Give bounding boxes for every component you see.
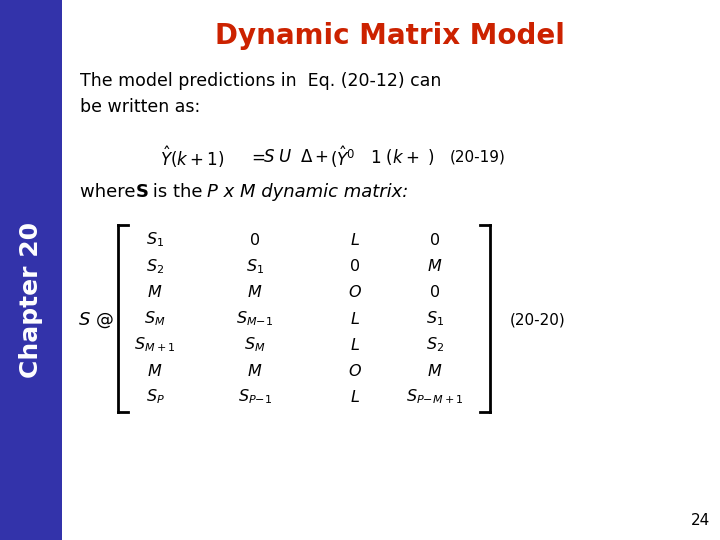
Text: $S_2$: $S_2$ [146, 257, 164, 275]
Text: $S_{M\mathit{-}1}$: $S_{M\mathit{-}1}$ [236, 309, 274, 328]
Text: $\Delta +$: $\Delta +$ [300, 148, 329, 166]
Text: $L$: $L$ [350, 389, 360, 405]
Text: $L$: $L$ [350, 310, 360, 327]
Text: $L$: $L$ [350, 232, 360, 248]
Text: $S_{M+1}$: $S_{M+1}$ [134, 335, 176, 354]
Text: (20-20): (20-20) [510, 313, 566, 327]
Text: $S_1$: $S_1$ [426, 309, 444, 328]
Text: (20-19): (20-19) [450, 150, 506, 165]
Text: $S_{P\mathit{-}M+1}$: $S_{P\mathit{-}M+1}$ [406, 388, 464, 406]
Text: $S$: $S$ [263, 148, 275, 166]
Text: $O$: $O$ [348, 285, 362, 300]
Text: P x M dynamic matrix:: P x M dynamic matrix: [207, 183, 408, 201]
Text: $S_1$: $S_1$ [246, 257, 264, 275]
Text: $M$: $M$ [148, 285, 163, 300]
Text: S: S [136, 183, 149, 201]
Text: $S_M$: $S_M$ [144, 309, 166, 328]
Text: $S_1$: $S_1$ [146, 231, 164, 249]
Text: $S\ @$: $S\ @$ [78, 310, 114, 330]
Text: $M$: $M$ [427, 258, 443, 274]
Text: $0$: $0$ [250, 232, 261, 248]
Text: $M$: $M$ [247, 285, 263, 300]
Text: $M$: $M$ [427, 363, 443, 379]
Text: $S_M$: $S_M$ [244, 335, 266, 354]
Text: $0$: $0$ [430, 285, 441, 300]
Text: $S_{P\mathit{-}1}$: $S_{P\mathit{-}1}$ [238, 388, 272, 406]
Text: where: where [80, 183, 141, 201]
Text: Dynamic Matrix Model: Dynamic Matrix Model [215, 22, 565, 50]
Text: is the: is the [147, 183, 208, 201]
Text: $S_P$: $S_P$ [145, 388, 164, 406]
Text: $O$: $O$ [348, 363, 362, 379]
Text: $M$: $M$ [247, 363, 263, 379]
Text: $0$: $0$ [349, 258, 361, 274]
Text: $S_2$: $S_2$ [426, 335, 444, 354]
Text: $(\hat{Y}^0$: $(\hat{Y}^0$ [330, 144, 356, 170]
Text: $U$: $U$ [278, 148, 292, 166]
Text: $1\ (k+\ )$: $1\ (k+\ )$ [370, 147, 435, 167]
Text: $0$: $0$ [430, 232, 441, 248]
Text: $=$: $=$ [248, 148, 266, 166]
Text: 24: 24 [690, 513, 710, 528]
Text: The model predictions in  Eq. (20-12) can
be written as:: The model predictions in Eq. (20-12) can… [80, 72, 441, 117]
Text: Chapter 20: Chapter 20 [19, 222, 43, 378]
Text: $M$: $M$ [148, 363, 163, 379]
Bar [0, 0, 62, 540]
Text: $\hat{Y}(k+1)$: $\hat{Y}(k+1)$ [160, 144, 225, 170]
Text: $L$: $L$ [350, 336, 360, 353]
